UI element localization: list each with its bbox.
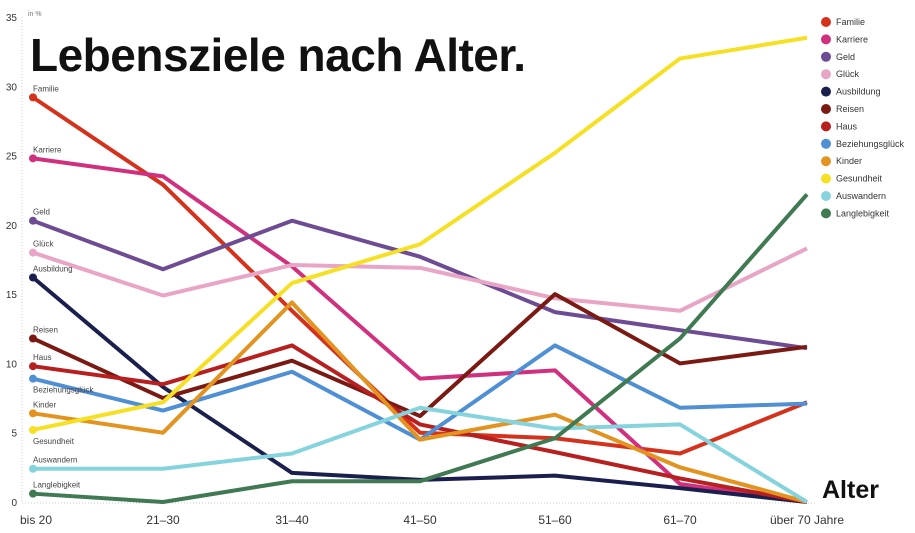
series-label: Beziehungsglück xyxy=(33,386,94,395)
legend-marker xyxy=(821,208,831,219)
legend-entry: Langlebigkeit xyxy=(836,208,890,218)
series-start-point xyxy=(29,489,37,498)
x-tick-label: 31–40 xyxy=(275,513,309,527)
y-tick-label: 35 xyxy=(6,13,18,24)
y-tick-label: 25 xyxy=(6,152,18,163)
y-tick-label: 20 xyxy=(6,221,18,232)
series-label: Kinder xyxy=(33,400,56,409)
legend-entry: Beziehungsglück xyxy=(836,139,905,149)
series-label: Langlebigkeit xyxy=(33,481,81,490)
series-start-point xyxy=(29,362,37,371)
x-tick-label: über 70 Jahre xyxy=(770,513,844,527)
legend-marker xyxy=(821,17,831,27)
y-tick-label: 5 xyxy=(11,429,17,440)
x-tick-label: 51–60 xyxy=(538,513,572,527)
series-start-point xyxy=(29,334,37,343)
series-line-geld xyxy=(32,218,808,351)
legend-entry: Karriere xyxy=(836,34,868,44)
series-line-auswandern xyxy=(33,405,809,504)
series-label: Reisen xyxy=(33,325,58,334)
legend-entry: Haus xyxy=(836,121,858,131)
legend-marker xyxy=(821,191,831,201)
series-start-point xyxy=(29,464,37,473)
series-start-point xyxy=(29,154,37,163)
legend-entry: Ausbildung xyxy=(836,87,881,97)
legend-entry: Reisen xyxy=(836,104,864,114)
y-tick-label: 10 xyxy=(6,359,18,370)
legend-entry: Geld xyxy=(836,52,855,62)
legend-entry: Glück xyxy=(836,69,860,79)
x-tick-label: 61–70 xyxy=(663,513,697,527)
series-label: Haus xyxy=(33,353,52,362)
y-tick-label: 0 xyxy=(11,498,17,509)
series-label: Karriere xyxy=(33,145,62,154)
x-tick-label: 41–50 xyxy=(403,513,437,527)
series-start-point xyxy=(29,93,37,102)
series-line-gesundheit xyxy=(32,35,808,432)
series-label: Geld xyxy=(33,208,50,217)
series-start-point xyxy=(29,248,37,257)
series-line-glück xyxy=(32,246,808,313)
legend-marker xyxy=(821,86,831,97)
series-line-kinder xyxy=(32,300,808,504)
series-start-point xyxy=(29,216,37,225)
x-tick-label: 21–30 xyxy=(146,513,180,527)
legend-entry: Auswandern xyxy=(836,191,886,201)
legend-marker xyxy=(821,156,831,167)
legend-entry: Familie xyxy=(836,17,865,27)
chart-title: Lebensziele nach Alter. xyxy=(30,29,526,81)
series-line-reisen xyxy=(32,292,808,419)
legend-marker xyxy=(821,104,831,114)
legend-entry: Kinder xyxy=(836,156,862,166)
series-line-langlebigkeit xyxy=(32,193,809,504)
series-label: Ausbildung xyxy=(33,265,73,274)
series-start-point xyxy=(29,409,37,418)
series-line-karriere xyxy=(32,156,808,504)
legend-marker xyxy=(821,34,831,45)
unit-label: in % xyxy=(28,11,42,18)
series-line-familie xyxy=(31,95,808,456)
series-label: Familie xyxy=(33,84,59,93)
series-line-haus xyxy=(32,343,808,504)
y-tick-label: 15 xyxy=(6,290,18,301)
series-label: Gesundheit xyxy=(33,437,75,446)
x-axis-label: Alter xyxy=(822,476,879,504)
legend-marker xyxy=(821,173,831,184)
series-label: Glück xyxy=(33,240,54,249)
legend-marker xyxy=(821,121,831,132)
series-start-point xyxy=(29,425,37,434)
series-start-point xyxy=(29,374,37,383)
y-tick-label: 30 xyxy=(6,82,18,93)
legend-marker xyxy=(821,69,831,80)
series-start-point xyxy=(29,273,37,282)
legend-marker xyxy=(821,138,831,149)
x-tick-label: bis 20 xyxy=(20,513,52,527)
series-label: Auswandern xyxy=(33,456,77,465)
legend-marker xyxy=(821,51,831,62)
legend-entry: Gesundheit xyxy=(836,174,883,184)
